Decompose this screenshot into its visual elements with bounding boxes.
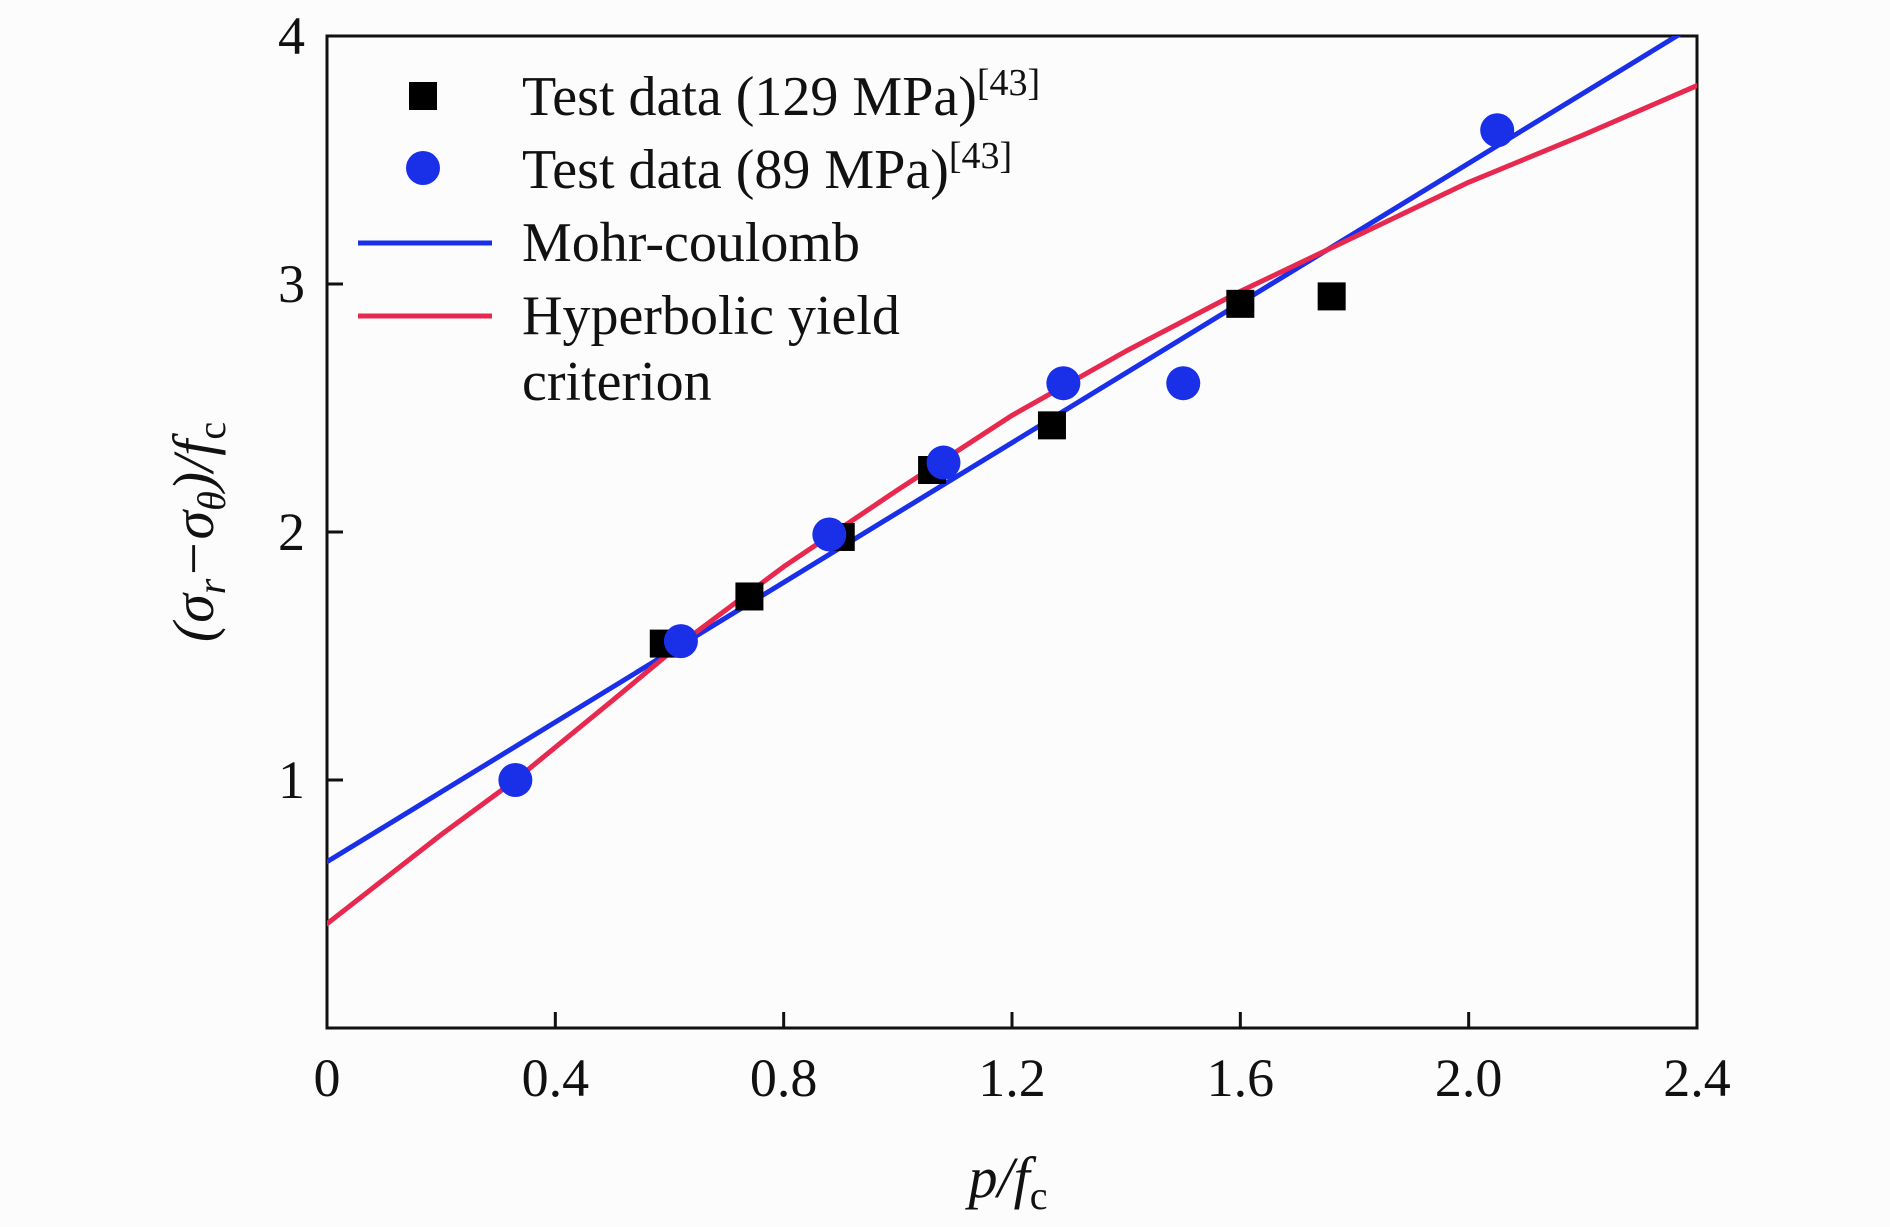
data-point-square	[1037, 411, 1066, 440]
y-axis-label-sub2: θ	[189, 491, 234, 511]
data-point-square	[1226, 289, 1255, 318]
y-axis-label-suffix: )/f	[161, 433, 226, 494]
y-tick-label: 1	[278, 750, 305, 810]
y-axis-label-sub1: r	[189, 578, 234, 594]
series-lines	[327, 36, 1697, 927]
y-tick-label: 4	[278, 6, 305, 66]
x-axis-label-main: p/f	[965, 1145, 1037, 1210]
mohr-coulomb-line	[327, 36, 1682, 865]
x-tick-label: 0.4	[522, 1048, 590, 1108]
x-tick-label: 2.4	[1663, 1048, 1731, 1108]
ticks: 0 0.4 0.8 1.2 1.6 2.0 2.4 1 2 3 4	[278, 6, 1731, 1108]
hyperbolic-yield-criterion-line	[327, 83, 1697, 927]
legend-label-hyperbolic-line2: criterion	[522, 351, 712, 413]
y-tick-label: 2	[278, 502, 305, 562]
legend-marker-129mpa	[409, 82, 437, 110]
x-axis-label-sub: c	[1030, 1173, 1048, 1218]
legend: Test data (129 MPa)[43] Test data (89 MP…	[358, 62, 1040, 413]
x-tick-label: 2.0	[1435, 1048, 1503, 1108]
legend-label-129mpa: Test data (129 MPa)[43]	[522, 62, 1040, 128]
x-tick-label: 1.2	[978, 1048, 1046, 1108]
legend-label-mohr-coulomb: Mohr-coulomb	[522, 212, 860, 274]
legend-label-hyperbolic-line1: Hyperbolic yield	[522, 285, 900, 347]
data-point-circle	[1480, 113, 1515, 148]
x-tick-label: 0	[314, 1048, 341, 1108]
series-markers	[498, 113, 1515, 797]
data-point-circle	[663, 624, 698, 659]
legend-marker-89mpa	[406, 151, 440, 185]
data-point-circle	[926, 445, 961, 480]
y-axis-label-sub3: c	[189, 422, 234, 440]
data-point-square	[1317, 282, 1346, 311]
x-tick-label: 1.6	[1207, 1048, 1275, 1108]
y-axis-label-mid: −σ	[161, 508, 226, 578]
data-point-square	[735, 582, 764, 611]
legend-label-89mpa: Test data (89 MPa)[43]	[522, 135, 1012, 201]
data-point-circle	[1046, 366, 1081, 401]
data-point-circle	[498, 763, 533, 797]
y-axis-label: (σr−σθ)/fc	[161, 422, 234, 642]
y-axis-label-prefix: (σ	[161, 592, 226, 642]
y-tick-label: 3	[278, 254, 305, 314]
data-point-circle	[1166, 366, 1201, 401]
data-point-circle	[812, 517, 847, 552]
x-tick-label: 0.8	[750, 1048, 818, 1108]
x-axis-label: p/fc	[965, 1145, 1048, 1218]
